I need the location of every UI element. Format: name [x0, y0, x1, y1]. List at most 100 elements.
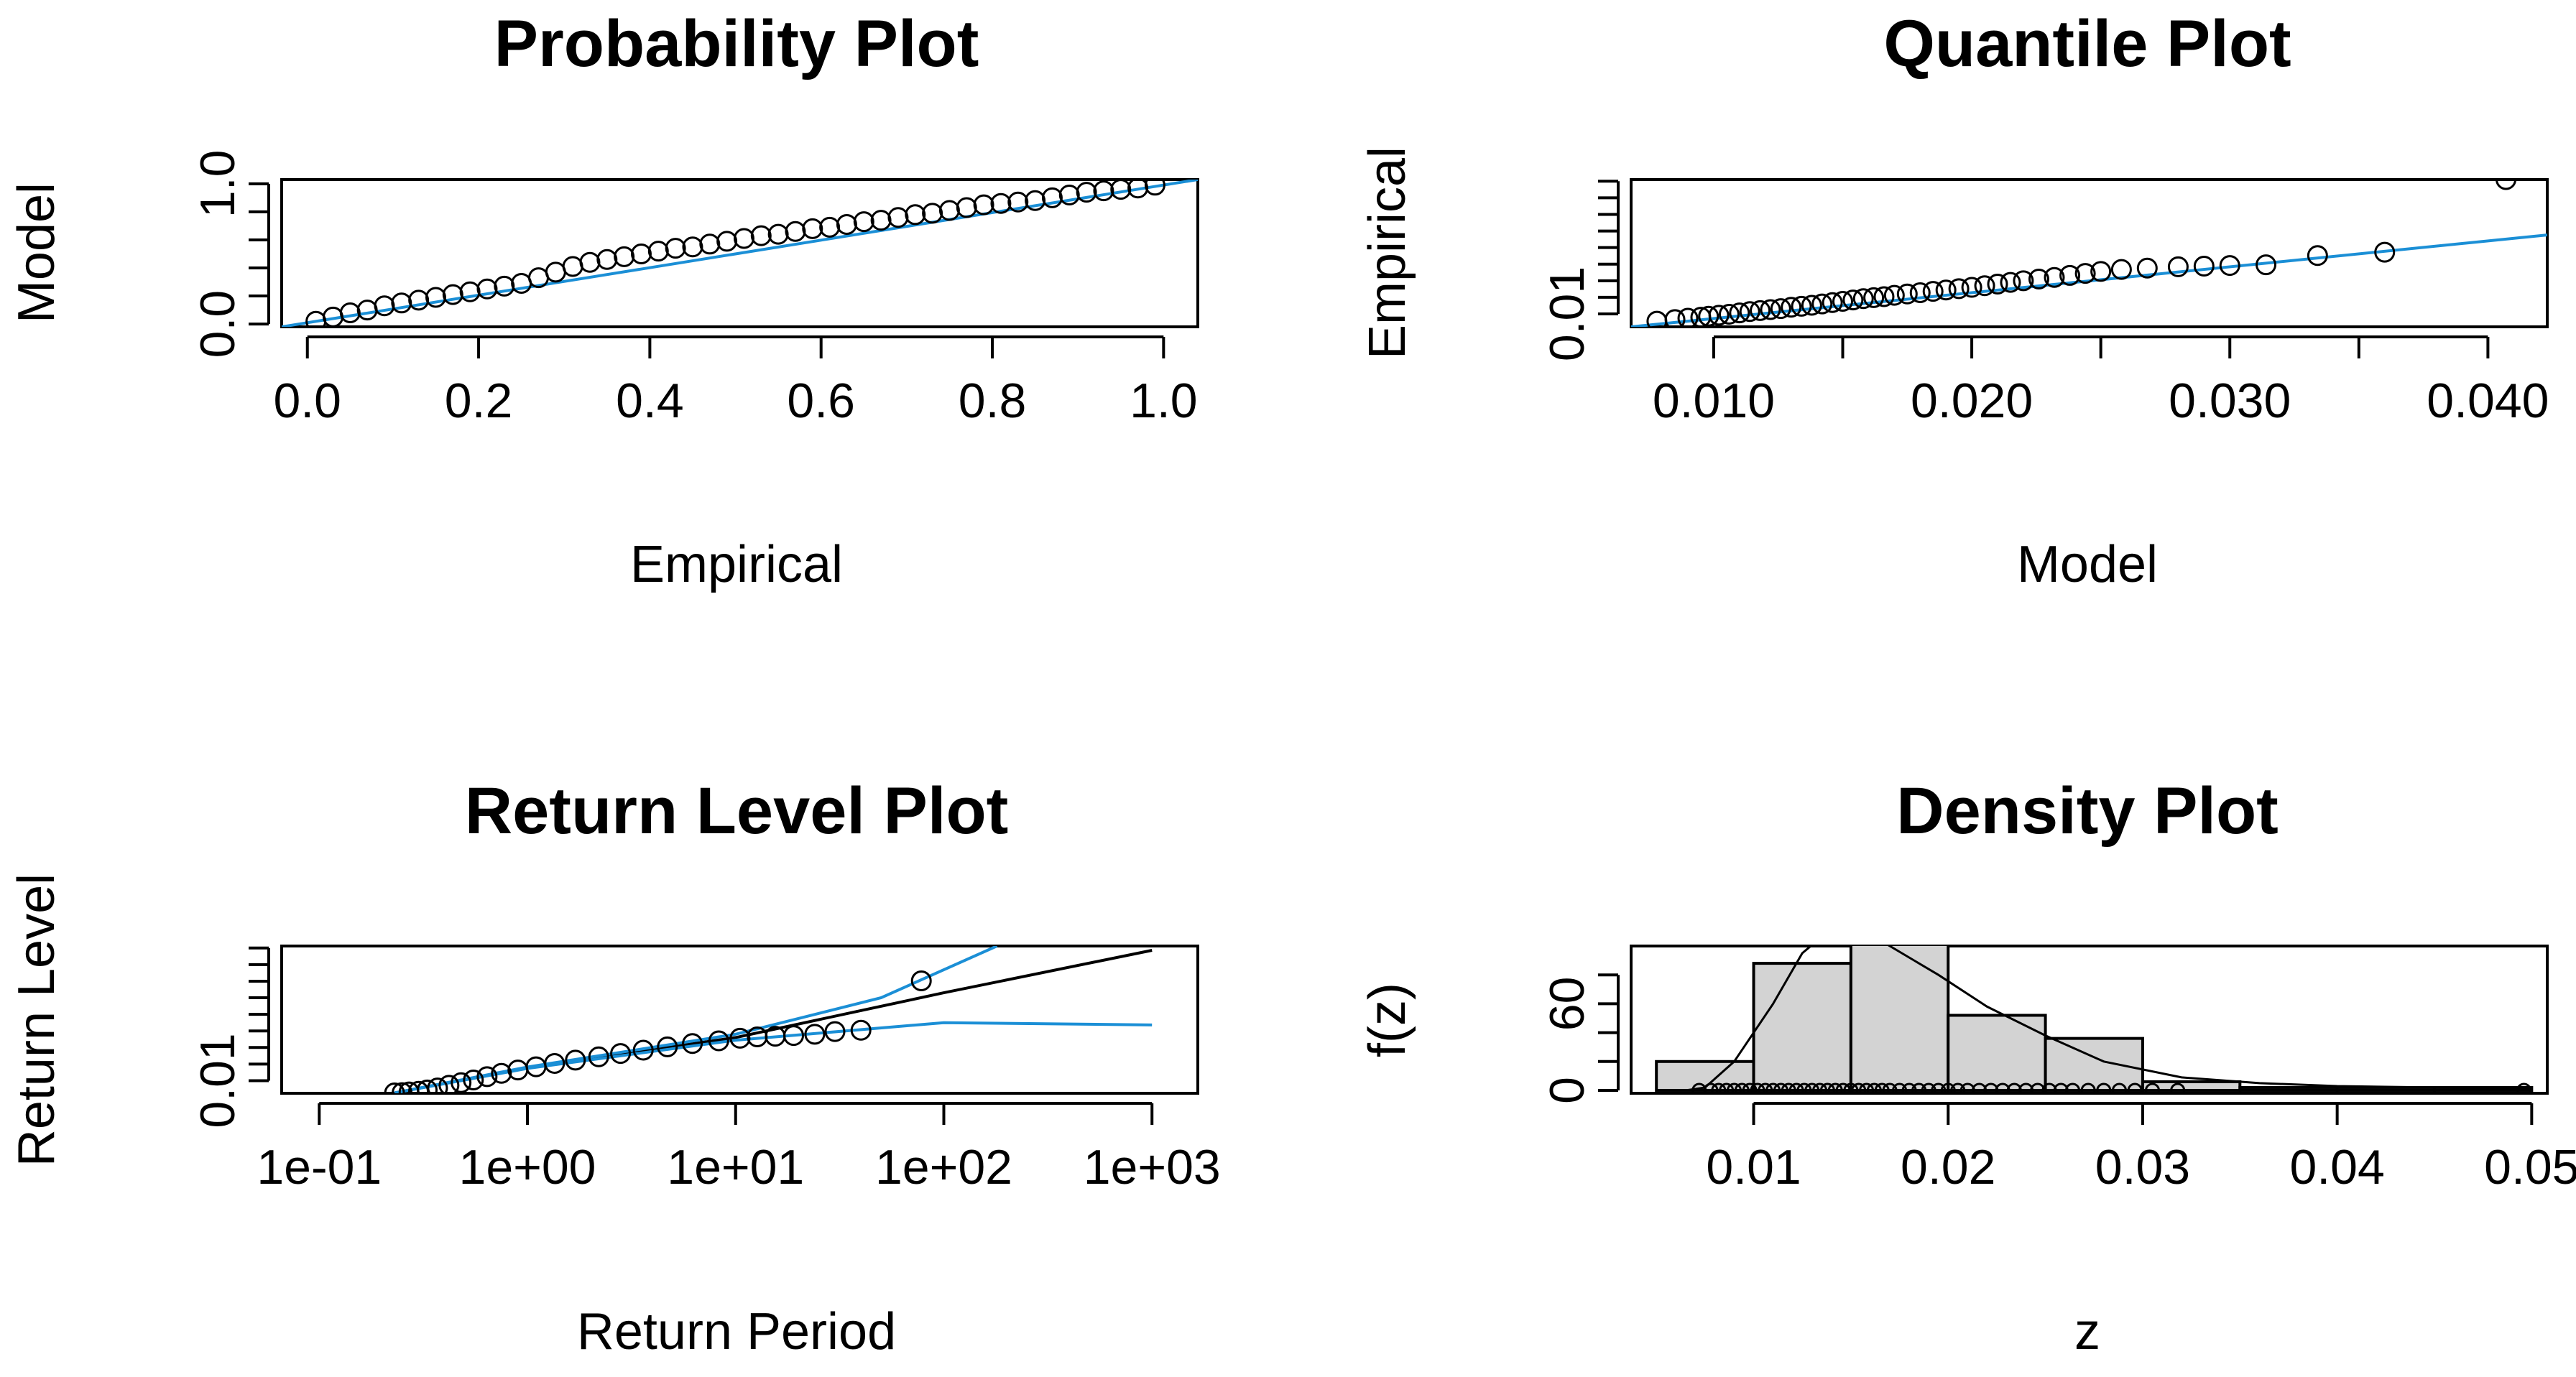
probability-data-point [494, 275, 515, 297]
quantile-x-tick-label: 0.040 [2427, 374, 2549, 428]
return_level-x-tick-label: 1e+00 [459, 1140, 596, 1195]
return-level-plot-ylabel: Return Level [8, 873, 65, 1167]
density-rug-point [2041, 1082, 2057, 1093]
probability-data-point [647, 241, 669, 262]
quantile-data-point [2074, 263, 2096, 284]
probability-data-point [716, 231, 738, 252]
return_level-data-point [824, 1021, 846, 1042]
density-rug-point [1866, 1082, 1882, 1093]
probability-data-point [1076, 182, 1097, 203]
density-rug-point [1796, 1082, 1812, 1093]
density-rug-point [2018, 1082, 2034, 1093]
density-rug-point [1703, 1082, 1719, 1093]
probability-data-point [665, 238, 686, 259]
density-y-tick-label: 60 [1540, 977, 1594, 1031]
density-histogram-bar [1849, 946, 1950, 1092]
density-rug-point [1773, 1082, 1788, 1093]
quantile-data-point [2307, 245, 2328, 266]
quantile-data-point [1750, 300, 1771, 321]
return_level-data-point [476, 1066, 498, 1088]
return_level-data-point [850, 1019, 872, 1041]
probability-plot-xlabel: Empirical [630, 536, 843, 593]
density-rug-point [1983, 1082, 1999, 1093]
return_level-data-point [610, 1043, 632, 1065]
quantile-y-tick-label: 0.01 [1540, 266, 1594, 361]
return_level-x-tick-label: 1e+02 [875, 1140, 1012, 1195]
return_level-data-point [910, 970, 932, 991]
probability-data-point [938, 200, 960, 221]
probability-data-point [785, 221, 806, 242]
density-rug-point [1972, 1082, 1988, 1093]
probability-data-point [1110, 180, 1132, 200]
probability-plot-area [282, 180, 1198, 327]
probability-plot-title: Probability Plot [494, 7, 979, 80]
density-rug-point [1901, 1082, 1917, 1093]
density-rug-point [1819, 1082, 1835, 1093]
return_level-data-point [392, 1082, 413, 1093]
return_level-data-point [657, 1036, 678, 1057]
density-plot-frame [1630, 945, 2549, 1095]
return_level-data-point [384, 1082, 405, 1093]
probability-data-point [459, 281, 481, 302]
probability-data-point [391, 292, 412, 314]
quantile-data-point [2090, 261, 2112, 282]
quantile-data-point [2000, 272, 2021, 293]
density-rug-point [1940, 1082, 1956, 1093]
density-rug-point [2170, 1082, 2186, 1093]
probability-y-tick-label: 1.0 [190, 150, 245, 218]
density-histogram-bar [1947, 1014, 2047, 1092]
quantile-data-point [2136, 257, 2158, 279]
quantile-data-point [1974, 275, 1995, 297]
probability-data-point [733, 228, 754, 249]
quantile-data-point [2496, 180, 2517, 190]
probability-data-point [408, 289, 430, 311]
quantile-data-point [1909, 282, 1931, 303]
quantile-data-point [2167, 256, 2189, 277]
density-rug-point [1882, 1082, 1898, 1093]
probability-data-point [973, 194, 994, 215]
density-histogram-bar [1752, 962, 1852, 1092]
probability-data-point [596, 249, 618, 270]
density-rug-point [1995, 1082, 2011, 1093]
quantile-plot-ylabel: Empirical [1359, 147, 1416, 359]
quantile-plot-area [1631, 180, 2547, 327]
density-rug-point [1874, 1082, 1890, 1093]
probability-x-tick-label: 0.4 [616, 374, 684, 428]
probability-x-tick-label: 0.2 [445, 374, 513, 428]
density-rug-point [1921, 1082, 1936, 1093]
density-rug-point [1734, 1082, 1750, 1093]
quantile-x-tick-label: 0.020 [1911, 374, 2033, 428]
return_level-data-point [427, 1077, 448, 1093]
probability-data-point [356, 300, 378, 321]
density-rug-point [2053, 1082, 2069, 1093]
density-rug-point [2006, 1082, 2022, 1093]
probability-y-tick-label: 0.0 [190, 290, 245, 358]
probability-data-point [682, 236, 703, 258]
quantile-data-point [1873, 286, 1895, 307]
quantile-data-point [1852, 288, 1874, 310]
probability-data-point [870, 210, 892, 231]
return_level-data-point [588, 1046, 609, 1067]
probability-data-point [614, 246, 635, 267]
probability-data-point [1058, 184, 1080, 205]
return_level-plot-area [384, 946, 1153, 1093]
return-level-plot-frame [280, 945, 1199, 1095]
density-rug-point [1812, 1082, 1828, 1093]
density-rug-point [1835, 1082, 1851, 1093]
return_level-x-tick-label: 1e+03 [1084, 1140, 1221, 1195]
return_level-series-lower [394, 1021, 1153, 1093]
quantile-x-tick-label: 0.010 [1653, 374, 1775, 428]
density-rug-point [1691, 1082, 1707, 1093]
return_level-data-point [682, 1033, 703, 1054]
return_level-y-tick-label: 0.01 [190, 1033, 245, 1128]
probability-data-point [630, 243, 652, 264]
probability-x-tick-label: 0.6 [787, 374, 855, 428]
return_level-data-point [804, 1024, 826, 1045]
quantile-data-point [1883, 284, 1905, 306]
quantile-data-point [1842, 289, 1864, 311]
quantile-data-point [1961, 277, 1982, 298]
quantile-data-point [2193, 256, 2215, 277]
density-rug-point [2111, 1082, 2127, 1093]
quantile-data-point [2059, 264, 2081, 286]
density-plot-area [1655, 946, 2534, 1093]
